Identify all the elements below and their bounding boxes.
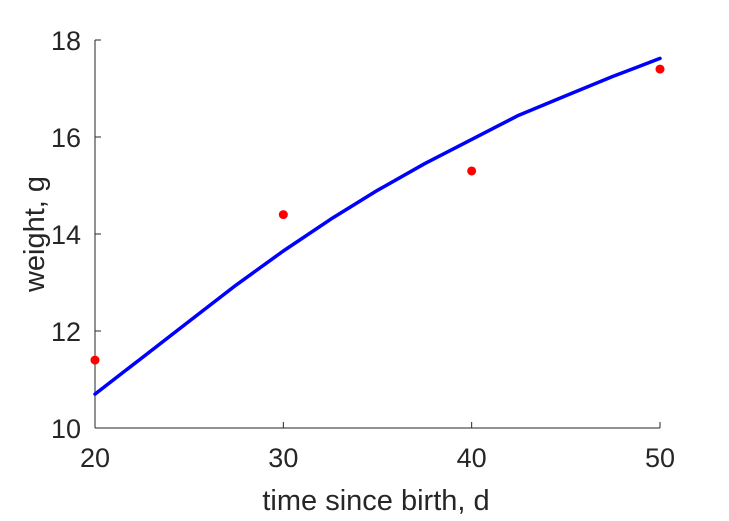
data-point [655,64,665,74]
data-point [90,355,100,365]
y-tick-label: 10 [51,414,81,444]
x-tick-label: 30 [268,443,298,473]
y-tick-label: 14 [51,220,81,250]
y-axis-label: weight, g [19,176,51,293]
model-fit-line [93,56,662,396]
data-point [467,166,477,176]
plot-area [90,56,665,396]
x-axis-label: time since birth, d [262,485,489,517]
x-tick-label: 40 [457,443,487,473]
y-tick-label: 12 [51,317,81,347]
x-tick-label: 50 [645,443,675,473]
y-tick-label: 16 [51,123,81,153]
y-tick-label: 18 [51,26,81,56]
ticks: 20 30 40 50 10 12 14 16 18 [51,26,675,473]
x-tick-label: 20 [80,443,110,473]
axes [94,40,660,429]
data-point [278,210,288,220]
